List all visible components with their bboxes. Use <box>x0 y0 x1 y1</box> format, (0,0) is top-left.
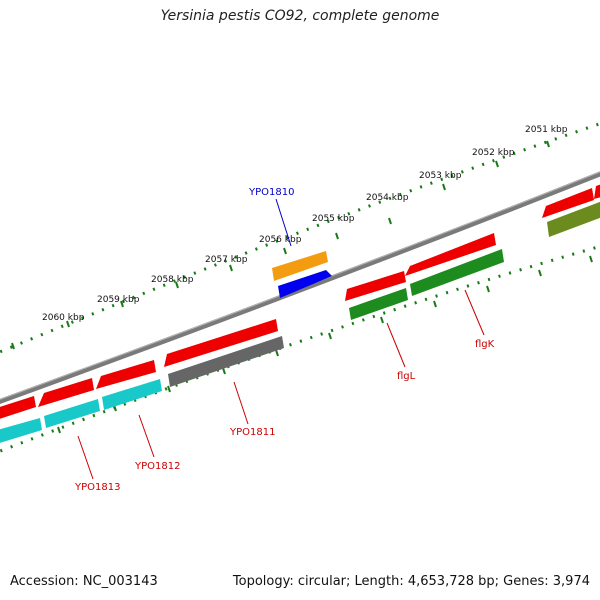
scale-label-2057: 2057 kbp <box>205 255 248 265</box>
scale-label-2060: 2060 kbp <box>42 313 85 323</box>
cds-arrow-fwd-6 <box>405 233 496 276</box>
green-feature-flgK <box>410 249 504 296</box>
leader-flgk <box>464 289 485 336</box>
map-title: Yersinia pestis CO92, complete genome <box>160 8 440 24</box>
scale-label-2051: 2051 kbp <box>525 125 568 135</box>
scale-label-2052: 2052 kbp <box>472 148 515 158</box>
gene-label-ypo1812: YPO1812 <box>134 461 180 472</box>
cds-arrow-fwd-7 <box>542 188 594 218</box>
genome-backbone <box>0 171 600 405</box>
scale-label-2058: 2058 kbp <box>151 275 194 285</box>
gene-label-ypo1811: YPO1811 <box>229 427 275 438</box>
gene-label-flgl: flgL <box>397 371 416 382</box>
cds-arrow-fwd-2 <box>38 378 94 407</box>
scale-label-2059: 2059 kbp <box>97 295 140 305</box>
cyan-feature-1 <box>0 418 42 443</box>
leader-flgl <box>386 322 406 368</box>
leader-ypo1810 <box>275 198 292 247</box>
gene-label-flgk: flgK <box>475 339 495 350</box>
cds-arrow-fwd-8 <box>594 184 600 199</box>
green-feature-flgL <box>349 288 408 320</box>
cds-arrow-fwd-4 <box>164 319 278 367</box>
feature-track <box>0 201 600 443</box>
gene-label-ypo1810: YPO1810 <box>248 187 294 198</box>
scale-label-2055: 2055 kbp <box>312 214 355 224</box>
cds-arrow-fwd-3 <box>96 360 156 389</box>
green-feature-right <box>547 201 600 237</box>
scale-label-2053: 2053 kbp <box>419 171 462 181</box>
gene-label-ypo1813: YPO1813 <box>74 482 120 493</box>
cds-arrow-fwd-5 <box>345 271 406 301</box>
scale-ticks <box>11 140 593 434</box>
leader-ypo1813 <box>77 435 94 480</box>
accession-text: Accession: NC_003143 <box>10 574 158 589</box>
leader-ypo1811 <box>233 381 249 425</box>
topology-text: Topology: circular; Length: 4,653,728 bp… <box>232 574 590 589</box>
forward-strand-features <box>0 184 600 419</box>
scale-label-2054: 2054 kbp <box>366 193 409 203</box>
orange-feature <box>272 251 328 281</box>
blue-feature <box>278 270 332 298</box>
leader-ypo1812 <box>138 414 155 458</box>
cyan-feature-2 <box>44 399 100 428</box>
gray-feature <box>168 336 284 387</box>
cds-arrow-fwd-1 <box>0 396 36 419</box>
inner-scale-ring <box>0 244 600 453</box>
scale-label-2056: 2056 kbp <box>259 235 302 245</box>
cyan-feature-3 <box>102 379 162 410</box>
